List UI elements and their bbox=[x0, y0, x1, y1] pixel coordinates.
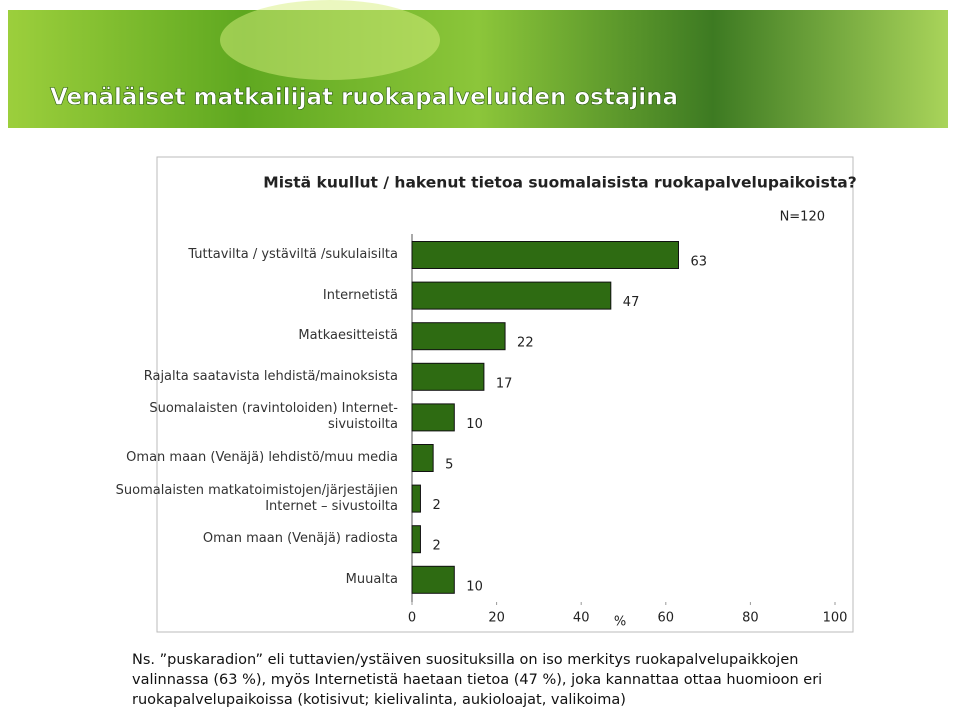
bar bbox=[411, 484, 421, 513]
annotation: N=120 bbox=[780, 210, 825, 225]
value-label: 2 bbox=[432, 498, 440, 513]
bar bbox=[411, 444, 434, 472]
category-label: Muualta bbox=[345, 571, 398, 587]
bar bbox=[411, 241, 679, 269]
banner bbox=[8, 10, 948, 128]
category-label: Rajalta saatavista lehdistä/mainoksista bbox=[143, 368, 398, 384]
category-label: Suomalaisten (ravintoloiden) Internet- s… bbox=[149, 401, 398, 433]
value-label: 17 bbox=[496, 376, 513, 391]
footnote: Ns. ”puskaradion” eli tuttavien/ystäiven… bbox=[132, 652, 823, 708]
x-axis-label: % bbox=[614, 615, 626, 630]
x-tick-label: 20 bbox=[488, 611, 505, 626]
value-label: 47 bbox=[623, 295, 640, 310]
bar bbox=[411, 322, 506, 351]
category-label: Tuttavilta / ystäviltä /sukulaisilta bbox=[188, 247, 398, 262]
category-label: Matkaesitteistä bbox=[298, 328, 398, 344]
value-label: 10 bbox=[466, 417, 483, 432]
bar bbox=[411, 565, 455, 594]
x-tick-label: 100 bbox=[823, 611, 848, 626]
slide-title: Venäläiset matkailijat ruokapalveluiden … bbox=[50, 85, 678, 111]
x-tick-label: 40 bbox=[573, 611, 590, 626]
x-tick-label: 0 bbox=[408, 611, 416, 626]
chart-frame bbox=[156, 156, 854, 633]
category-label: Oman maan (Venäjä) radiosta bbox=[202, 531, 398, 547]
x-tick-label: 80 bbox=[742, 611, 759, 626]
value-label: 10 bbox=[466, 579, 483, 594]
bar bbox=[411, 403, 455, 432]
value-label: 63 bbox=[690, 255, 707, 270]
category-label: Oman maan (Venäjä) lehdistö/muu media bbox=[126, 450, 398, 465]
category-label: Suomalaisten matkatoimistojen/järjestäji… bbox=[115, 482, 398, 514]
chart-title: Mistä kuullut / hakenut tietoa suomalais… bbox=[263, 174, 856, 192]
category-label: Internetistä bbox=[322, 287, 398, 303]
banner-light bbox=[220, 0, 440, 80]
x-tick-label: 60 bbox=[658, 611, 675, 626]
value-label: 2 bbox=[432, 539, 440, 554]
value-label: 5 bbox=[445, 458, 453, 473]
bar bbox=[411, 362, 485, 391]
bar bbox=[411, 281, 612, 310]
bar bbox=[411, 525, 421, 554]
value-label: 22 bbox=[517, 336, 534, 351]
